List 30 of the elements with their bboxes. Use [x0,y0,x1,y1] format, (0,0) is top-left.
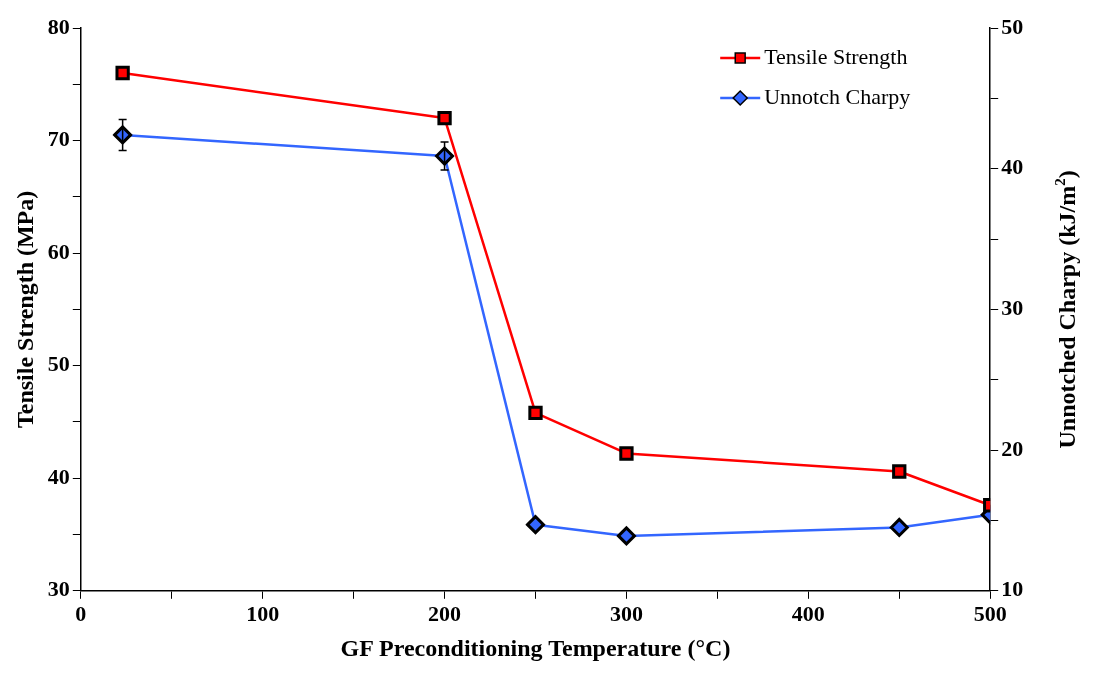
point [526,515,545,535]
y-tick-label: 70 [47,126,70,152]
point [889,517,909,537]
y-tick-label: 30 [47,576,70,602]
y-tick-label: 40 [47,463,70,489]
x-tick-label: 200 [428,600,462,626]
y2-tick-label: 10 [1001,576,1024,602]
point [437,110,452,126]
point [619,446,634,461]
y-tick-label: 80 [47,13,70,39]
y2-tick-label: 30 [1001,295,1024,321]
y2-tick-label: 50 [1001,13,1024,39]
x-tick-label: 500 [973,600,1007,626]
legend-label: Tensile Strength [764,43,908,69]
y2-tick-label: 40 [1001,154,1024,180]
x-tick-label: 0 [75,600,87,626]
x-tick-label: 400 [791,600,825,626]
point [115,65,130,81]
point [892,464,907,479]
y-tick-label: 60 [47,238,70,264]
x-axis-title: GF Preconditioning Temperature (°C) [340,634,731,661]
legend-label: Unnotch Charpy [764,83,911,109]
y-tick-label: 50 [47,351,70,377]
y2-axis-title: Unnotched Charpy (kJ/m2) [1052,170,1080,449]
point [616,526,636,546]
point [528,405,543,421]
x-tick-label: 300 [609,600,643,626]
y2-tick-label: 20 [1001,435,1024,461]
y-axis-title: Tensile Strength (MPa) [11,190,38,429]
x-tick-label: 100 [246,600,280,626]
